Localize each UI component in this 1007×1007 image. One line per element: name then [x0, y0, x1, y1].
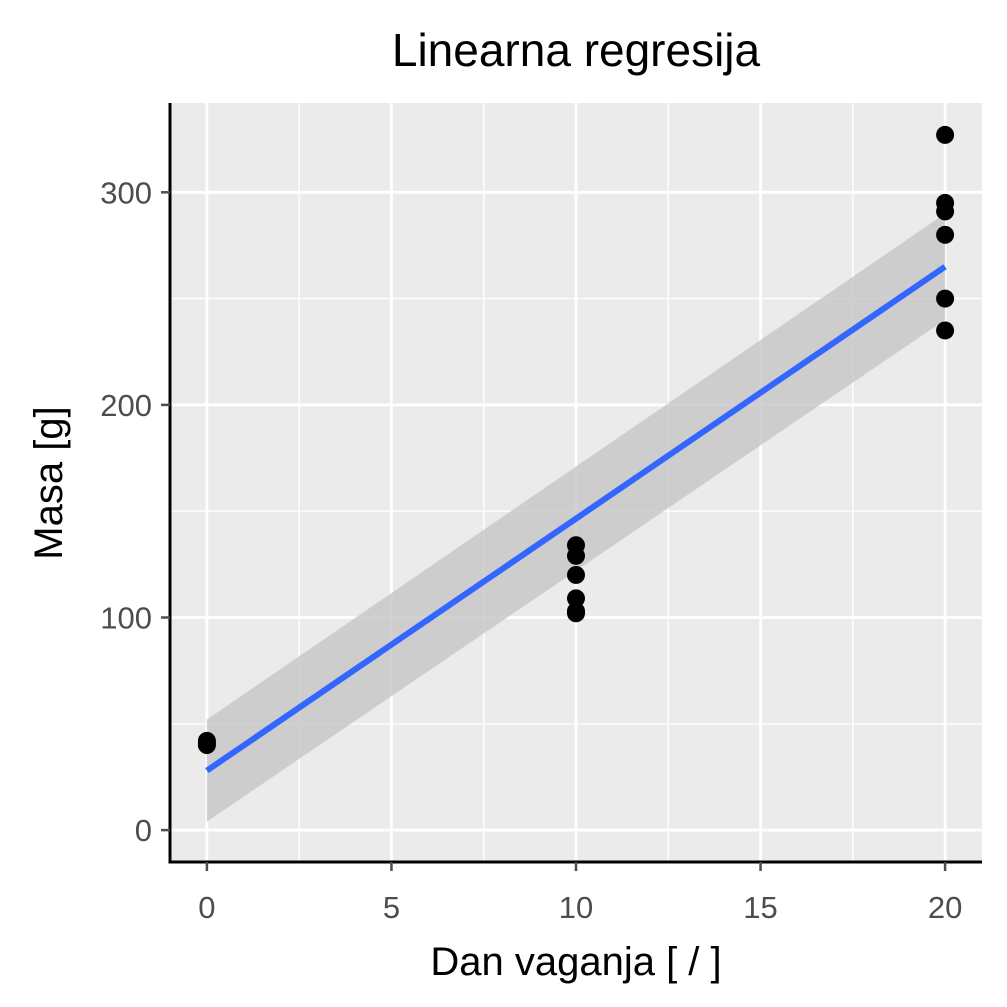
data-point: [197, 736, 216, 755]
x-tick-label: 5: [383, 890, 400, 925]
data-point: [567, 565, 585, 584]
y-tick-label: 100: [100, 601, 152, 636]
data-points: [197, 125, 955, 755]
y-axis-title: Masa [g]: [27, 406, 71, 559]
x-tick-label: 15: [743, 890, 777, 925]
y-axis-ticks: 0 100 200 300: [100, 175, 170, 848]
x-tick-label: 20: [928, 890, 962, 925]
data-point: [567, 604, 585, 623]
x-axis-ticks: 0 5 10 15 20: [198, 862, 962, 925]
data-point: [567, 546, 585, 565]
x-axis-title: Dan vaganja [ / ]: [430, 940, 721, 984]
data-point: [936, 125, 955, 144]
y-tick-label: 0: [135, 813, 152, 848]
y-tick-label: 300: [100, 175, 152, 210]
x-tick-label: 10: [559, 890, 593, 925]
y-tick-label: 200: [100, 388, 152, 423]
data-point: [936, 289, 955, 308]
x-tick-label: 0: [198, 890, 215, 925]
regression-line: [205, 264, 947, 774]
chart-title: Linearna regresija: [392, 24, 761, 76]
data-point: [936, 202, 955, 221]
data-point: [936, 225, 955, 244]
data-point: [567, 589, 585, 608]
data-point: [936, 321, 955, 340]
